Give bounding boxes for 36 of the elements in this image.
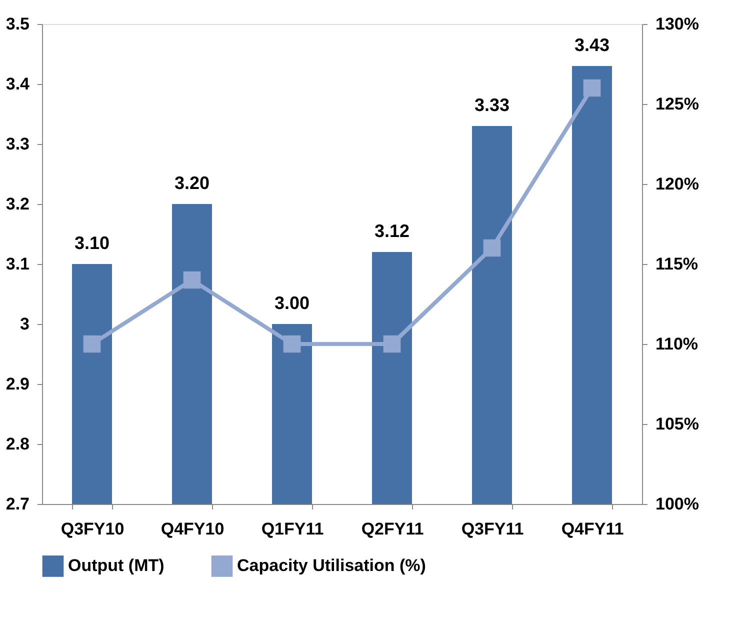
y-tick-label: 3.3 xyxy=(6,134,30,154)
x-tick-label: Q3FY10 xyxy=(60,520,124,538)
point xyxy=(183,271,201,289)
y2-tick-label: 110% xyxy=(656,334,698,354)
data-label: 3.12 xyxy=(374,221,410,241)
point xyxy=(583,79,601,97)
data-label: 3.43 xyxy=(574,35,610,55)
y2-tick-label: 100% xyxy=(656,494,699,514)
x-tick-label: Q3FY11 xyxy=(461,520,524,538)
y-tick-label: 3 xyxy=(20,314,30,334)
point xyxy=(83,335,101,353)
legend-label: Output (MT) xyxy=(68,556,164,576)
legend-label: Capacity Utilisation (%) xyxy=(237,556,426,576)
y-tick-label: 2.8 xyxy=(6,434,30,454)
point xyxy=(283,335,301,353)
y2-tick-label: 115% xyxy=(656,254,698,274)
data-label: 3.33 xyxy=(474,95,510,115)
y2-tick-label: 120% xyxy=(656,174,699,194)
data-label: 3.20 xyxy=(174,173,210,193)
data-label: 3.00 xyxy=(274,293,310,313)
y-tick-label: 2.7 xyxy=(6,494,30,514)
point xyxy=(483,239,501,257)
y-tick-label: 3.5 xyxy=(6,14,30,34)
y-tick-label: 3.2 xyxy=(6,194,30,214)
point xyxy=(383,335,401,353)
y-tick-label: 3.4 xyxy=(6,74,30,94)
x-tick-label: Q1FY11 xyxy=(261,520,324,538)
y2-tick-label: 130% xyxy=(656,14,699,34)
y-tick-label: 3.1 xyxy=(6,254,30,274)
y2-tick-label: 105% xyxy=(656,414,699,434)
x-tick-label: Q4FY11 xyxy=(561,520,624,538)
data-label: 3.10 xyxy=(74,233,110,253)
x-tick-label: Q2FY11 xyxy=(361,520,424,538)
x-tick-label: Q4FY10 xyxy=(160,520,224,538)
y-tick-label: 2.9 xyxy=(6,374,30,394)
y2-tick-label: 125% xyxy=(656,94,699,114)
